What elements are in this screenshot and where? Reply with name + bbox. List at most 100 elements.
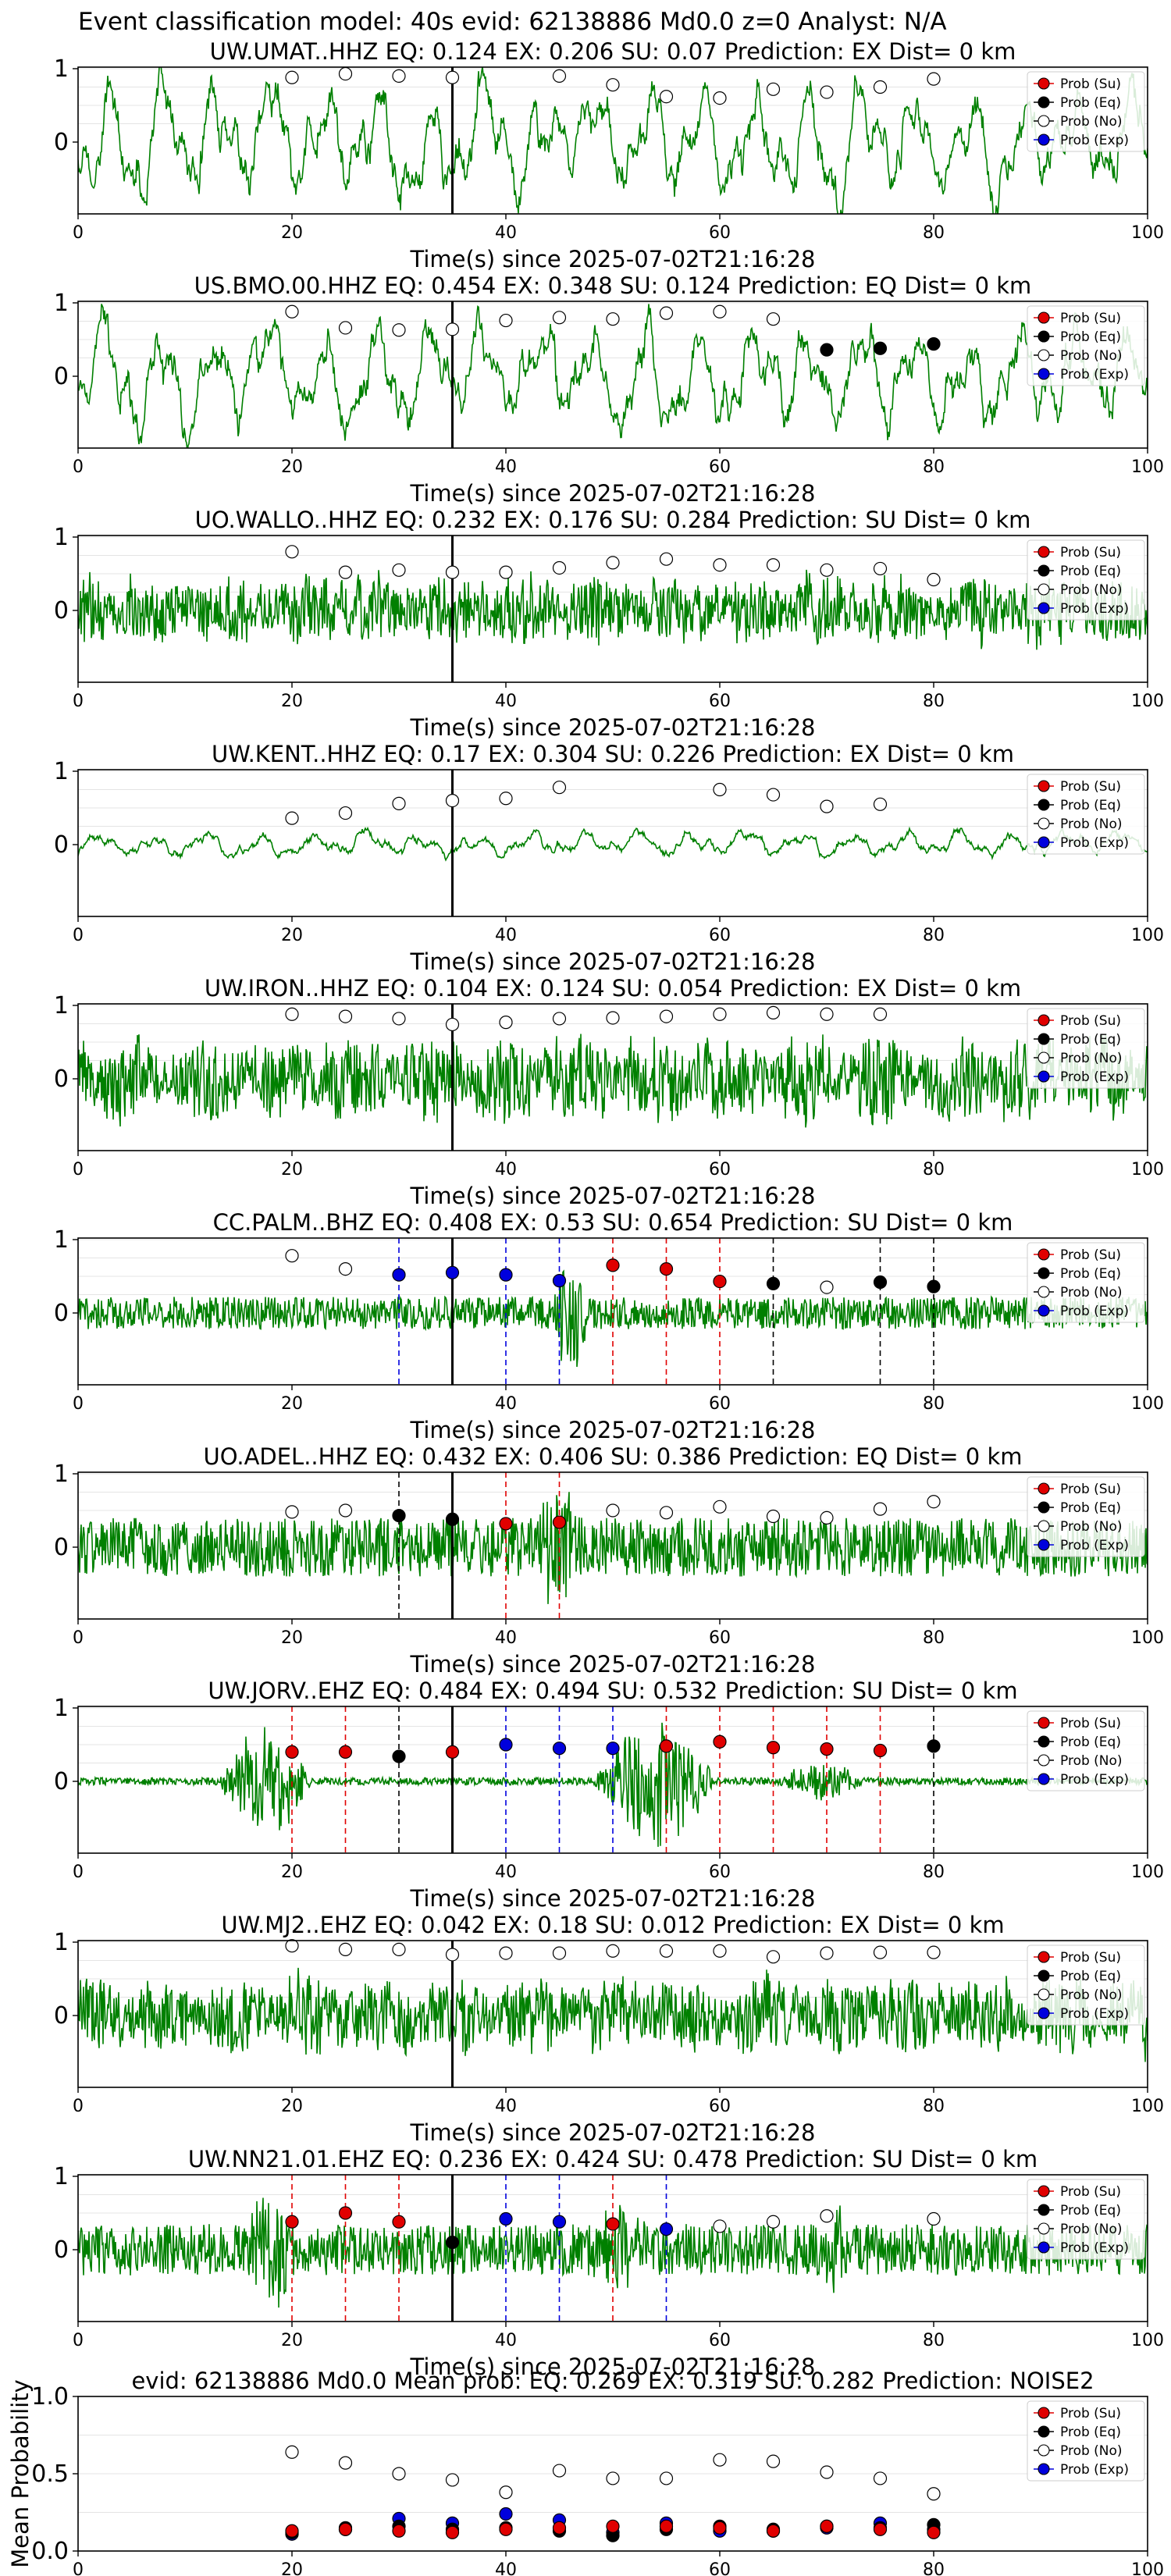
waveform-trace: [78, 1034, 1148, 1128]
legend-label: Prob (No): [1060, 1051, 1123, 1066]
prob-point-eq: [927, 1739, 941, 1753]
prob-point-no: [766, 1005, 781, 1020]
prob-point-no: [713, 782, 727, 797]
legend-box: [1027, 774, 1145, 855]
x-tick-label: 100: [1131, 2560, 1164, 2576]
prob-point-su: [445, 1745, 460, 1759]
prob-point-su: [659, 1739, 674, 1753]
legend-label: Prob (No): [1060, 817, 1123, 832]
x-tick-label: 0: [73, 1863, 84, 1882]
x-tick-label: 0: [73, 2331, 84, 2350]
mean-prob-point-su: [766, 2524, 781, 2538]
prob-point-no: [606, 1011, 620, 1025]
panel-title: UW.UMAT..HHZ EQ: 0.124 EX: 0.206 SU: 0.0…: [210, 38, 1016, 65]
y-tick-label: 1: [54, 55, 69, 83]
axes-frame: [77, 535, 1148, 683]
legend: Prob (Su) Prob (Eq) Prob (No) Prob (Exp): [1027, 1944, 1145, 2026]
mean-prob-point-su: [606, 2519, 620, 2533]
x-tick-label: 0: [73, 926, 84, 945]
panel-title: UO.ADEL..HHZ EQ: 0.432 EX: 0.406 SU: 0.3…: [203, 1443, 1022, 1470]
waveform-trace: [78, 304, 1148, 448]
mean-prob-point-no: [713, 2453, 727, 2467]
legend: Prob (Su) Prob (Eq) Prob (No) Prob (Exp): [1027, 2400, 1145, 2482]
legend-marker-exp: [1038, 1773, 1050, 1785]
legend-marker-eq: [1038, 564, 1050, 577]
x-tick-label: 40: [495, 1863, 517, 1882]
prob-point-no: [445, 322, 460, 336]
legend: Prob (Su) Prob (Eq) Prob (No) Prob (Exp): [1027, 1242, 1145, 1323]
legend-marker-su: [1038, 546, 1050, 558]
legend-marker-su: [1038, 1014, 1050, 1026]
prob-point-no: [766, 558, 781, 572]
prob-point-eq: [873, 1275, 888, 1290]
x-axis-label: Time(s) since 2025-07-02T21:16:28: [410, 480, 816, 507]
axes-frame: [77, 1237, 1148, 1386]
legend-marker-su: [1038, 1482, 1050, 1495]
legend-box: [1027, 71, 1145, 152]
prob-point-no: [392, 1942, 406, 1956]
x-tick-label: 0: [73, 1394, 84, 1414]
y-tick-label: 0: [54, 2236, 69, 2264]
y-tick-label: 1: [54, 2163, 69, 2190]
prob-point-su: [713, 1735, 727, 1749]
mean-prob-point-su: [552, 2521, 567, 2535]
prob-point-exp: [499, 1268, 513, 1282]
legend-label: Prob (Eq): [1060, 1266, 1121, 1282]
mean-prob-point-su: [499, 2522, 513, 2536]
legend-label: Prob (Su): [1060, 779, 1121, 795]
prob-point-no: [873, 797, 888, 811]
prob-point-no: [552, 781, 567, 795]
axes-frame: [77, 1940, 1148, 2088]
legend-label: Prob (No): [1060, 114, 1123, 130]
legend-marker-no: [1038, 1520, 1050, 1532]
legend-marker-su: [1038, 1717, 1050, 1729]
legend-marker-eq: [1038, 330, 1050, 343]
mean-prob-point-su: [873, 2522, 888, 2536]
legend-marker-eq: [1038, 1267, 1050, 1279]
prob-point-no: [392, 69, 406, 84]
x-tick-label: 60: [709, 1160, 731, 1179]
legend-marker-su: [1038, 311, 1050, 324]
x-tick-label: 100: [1131, 1160, 1164, 1179]
x-tick-label: 60: [709, 692, 731, 711]
legend-label: Prob (No): [1060, 2222, 1123, 2237]
x-tick-label: 100: [1131, 1863, 1164, 1882]
legend-label: Prob (Su): [1060, 1013, 1121, 1029]
prob-point-no: [820, 1510, 834, 1525]
prob-point-no: [552, 1946, 567, 1960]
legend: Prob (Su) Prob (Eq) Prob (No) Prob (Exp): [1027, 539, 1145, 621]
prob-point-no: [713, 304, 727, 318]
figure-title: Event classification model: 40s evid: 62…: [78, 8, 947, 36]
prob-point-no: [606, 1944, 620, 1958]
y-tick-label: 0.0: [31, 2538, 69, 2565]
legend-label: Prob (Exp): [1060, 1304, 1129, 1319]
legend-label: Prob (Eq): [1060, 2425, 1121, 2440]
y-tick-label: 0: [54, 1534, 69, 1561]
panel-10: UW.NN21.01.EHZ EQ: 0.236 EX: 0.424 SU: 0…: [54, 2146, 1164, 2380]
x-tick-label: 100: [1131, 926, 1164, 945]
legend-label: Prob (Su): [1060, 311, 1121, 326]
x-tick-label: 60: [709, 2097, 731, 2116]
panel-title: UW.MJ2..EHZ EQ: 0.042 EX: 0.18 SU: 0.012…: [221, 1912, 1004, 1938]
prob-point-no: [820, 799, 834, 813]
legend-label: Prob (Eq): [1060, 2203, 1121, 2218]
prob-point-no: [873, 80, 888, 94]
prob-point-su: [606, 1258, 620, 1272]
x-tick-label: 100: [1131, 1394, 1164, 1414]
x-axis-label: Time(s) since 2025-07-02T21:16:28: [410, 714, 816, 741]
legend-label: Prob (Su): [1060, 545, 1121, 560]
prob-point-exp: [445, 1265, 460, 1279]
waveform-trace: [78, 1492, 1148, 1604]
prob-point-exp: [392, 1268, 406, 1282]
legend-label: Prob (No): [1060, 2443, 1123, 2459]
x-tick-label: 20: [281, 692, 303, 711]
legend-marker-exp: [1038, 2463, 1050, 2475]
y-tick-label: 0: [54, 1300, 69, 1327]
legend-marker-no: [1038, 583, 1050, 596]
legend-marker-no: [1038, 1988, 1050, 2001]
legend-marker-exp: [1038, 602, 1050, 614]
legend-marker-exp: [1038, 133, 1050, 146]
y-tick-label: 1.0: [31, 2383, 69, 2411]
prob-point-no: [873, 561, 888, 576]
legend-marker-no: [1038, 349, 1050, 361]
